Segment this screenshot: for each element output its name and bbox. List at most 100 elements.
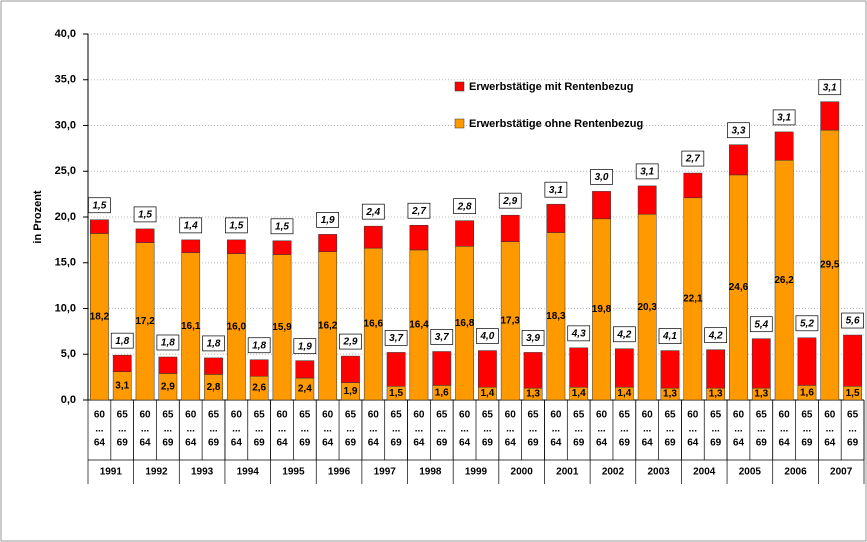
value-label: 1,3 — [663, 389, 677, 400]
group-label: 1995 — [282, 467, 305, 478]
x-tick-label: 65 — [847, 410, 859, 421]
value-label: 3,0 — [595, 172, 609, 183]
value-label-box — [795, 315, 819, 332]
y-tick-label: 20,0 — [55, 211, 76, 223]
x-tick-label: 60 — [550, 410, 562, 421]
x-tick-label: 69 — [299, 438, 311, 449]
value-label: 1,5 — [229, 221, 243, 232]
x-tick-label: 65 — [117, 410, 129, 421]
value-label: 1,4 — [480, 388, 494, 399]
value-label: 5,2 — [800, 318, 814, 329]
value-label: 1,8 — [207, 339, 221, 350]
value-label-box — [841, 312, 864, 329]
value-label: 5,4 — [754, 319, 768, 330]
x-tick-label: ... — [826, 424, 835, 435]
bar-segment — [363, 225, 383, 249]
value-label: 18,2 — [90, 311, 110, 322]
value-label: 1,8 — [161, 338, 175, 349]
bar-segment — [523, 352, 543, 389]
x-tick-label: 60 — [322, 410, 334, 421]
x-tick-label: 69 — [801, 438, 813, 449]
x-tick-label: 60 — [596, 410, 608, 421]
x-tick-label: 65 — [619, 410, 631, 421]
bar-segment — [637, 185, 657, 215]
value-label: 1,4 — [572, 388, 586, 399]
x-tick-label: ... — [483, 424, 492, 435]
group-label: 2001 — [556, 467, 579, 478]
x-tick-label: 65 — [345, 410, 357, 421]
x-tick-label: 69 — [619, 438, 631, 449]
x-tick-label: 69 — [482, 438, 494, 449]
bar-segment — [318, 234, 338, 253]
legend-swatch — [454, 81, 465, 92]
value-label: 1,6 — [435, 387, 449, 398]
x-tick-label: ... — [392, 424, 401, 435]
value-label: 20,3 — [637, 302, 657, 313]
x-tick-label: ... — [575, 424, 584, 435]
value-label: 2,4 — [365, 207, 380, 218]
group-label: 2000 — [511, 467, 534, 478]
bar-segment — [683, 172, 703, 199]
value-label-box — [133, 206, 157, 223]
x-tick-label: 60 — [231, 410, 243, 421]
x-tick-label: 60 — [413, 410, 425, 421]
x-tick-label: ... — [780, 424, 789, 435]
value-label: 2,9 — [343, 337, 358, 348]
bar-segment — [706, 349, 726, 389]
x-tick-label: ... — [301, 424, 310, 435]
value-label-box — [361, 203, 385, 220]
x-tick-label: 69 — [254, 438, 266, 449]
value-label: 1,8 — [252, 340, 266, 351]
x-tick-label: ... — [666, 424, 675, 435]
value-label: 2,8 — [207, 382, 221, 393]
value-label: 17,2 — [135, 316, 155, 327]
x-tick-label: ... — [415, 424, 424, 435]
value-label-box — [225, 217, 248, 234]
bar-segment — [592, 191, 611, 220]
x-tick-label: ... — [506, 424, 515, 435]
value-label-box — [202, 335, 225, 352]
y-tick-label: 25,0 — [55, 165, 76, 177]
x-tick-label: ... — [597, 424, 606, 435]
bar-segment — [774, 131, 794, 161]
value-label-box — [247, 337, 271, 354]
value-label: 16,1 — [181, 321, 201, 332]
value-label: 1,9 — [344, 386, 358, 397]
x-tick-label: 65 — [436, 410, 448, 421]
x-tick-label: 64 — [368, 438, 380, 449]
x-tick-label: ... — [620, 424, 629, 435]
value-label-box — [772, 109, 796, 126]
bar-segment — [843, 334, 862, 387]
value-label: 2,8 — [457, 201, 472, 212]
value-label: 16,4 — [409, 320, 429, 331]
value-label-box — [727, 122, 750, 139]
bar-segment — [249, 359, 269, 377]
x-tick-label: 69 — [162, 438, 174, 449]
x-tick-label: 69 — [527, 438, 539, 449]
value-label: 4,3 — [571, 328, 586, 339]
x-tick-label: 69 — [710, 438, 722, 449]
value-label: 3,7 — [435, 332, 449, 343]
x-tick-label: 60 — [94, 410, 106, 421]
group-label: 1999 — [465, 467, 488, 478]
x-tick-label: ... — [164, 424, 173, 435]
value-label: 16,6 — [364, 319, 384, 330]
y-tick-label: 40,0 — [55, 28, 76, 40]
x-tick-label: ... — [278, 424, 287, 435]
group-label: 2003 — [647, 467, 670, 478]
x-tick-label: 69 — [756, 438, 768, 449]
x-tick-label: 60 — [642, 410, 654, 421]
value-label-box — [498, 192, 522, 209]
value-label: 5,6 — [846, 316, 860, 327]
x-tick-label: 60 — [459, 410, 471, 421]
x-tick-label: 64 — [139, 438, 151, 449]
x-tick-label: 60 — [276, 410, 288, 421]
x-tick-label: 64 — [779, 438, 791, 449]
value-label: 1,9 — [298, 341, 312, 352]
bar-segment — [341, 355, 360, 383]
x-tick-label: ... — [438, 424, 447, 435]
value-label: 4,2 — [616, 329, 631, 340]
value-label-box — [590, 169, 613, 185]
x-tick-label: ... — [803, 424, 812, 435]
x-tick-label: 60 — [779, 410, 791, 421]
